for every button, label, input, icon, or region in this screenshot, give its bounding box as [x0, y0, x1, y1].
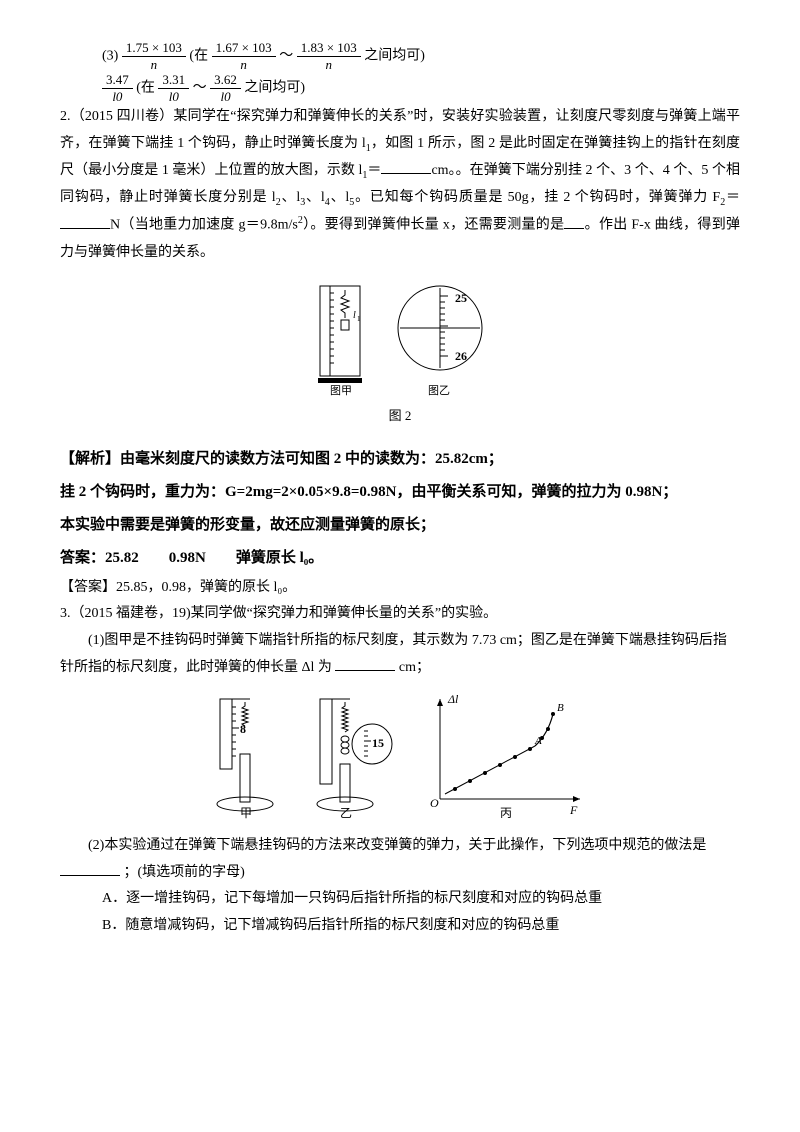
q3-optB: B．随意增减钩码，记下增减钩码后指针所指的标尺刻度和对应的钩码总重	[102, 913, 740, 940]
q2-analysis2: 挂 2 个钩码时，重力为：G=2mg=2×0.05×9.8=0.98N，由平衡关…	[60, 476, 740, 509]
q3-diagrams: 8 甲 15 乙 O F Δl	[60, 689, 740, 819]
q2-analysis3: 本实验中需要是弹簧的形变量，故还应测量弹簧的原长；	[60, 509, 740, 542]
svg-text:15: 15	[372, 736, 384, 750]
svg-text:8: 8	[240, 722, 246, 736]
q2-answer2: 【答案】25.85，0.98，弹簧的原长 l₀。	[60, 575, 740, 602]
q1-line1: (3) 1.75 × 103n (在 1.67 × 103n ～ 1.83 × …	[102, 40, 740, 72]
q3-svg-mid: 15 乙	[310, 689, 400, 819]
q2-caption: 图 2	[60, 404, 740, 429]
q3-svg-right: O F Δl A B 丙	[420, 689, 590, 819]
q2-diagram: l1 图甲 25 26 图乙	[60, 278, 740, 398]
frac5: 3.31l0	[158, 72, 189, 104]
q3-p2: (2)本实验通过在弹簧下端悬挂钩码的方法来改变弹簧的弹力，关于此操作，下列选项中…	[60, 833, 740, 886]
svg-text:F: F	[569, 803, 578, 817]
q1-prefix: (3)	[102, 48, 118, 63]
q2-analysis1: 【解析】由毫米刻度尺的读数方法可知图 2 中的读数为：25.82cm；	[60, 443, 740, 476]
q2-answer: 答案：25.82 0.98N 弹簧原长 l₀。	[60, 542, 740, 575]
q3-head: 3.（2015 福建卷，19)某同学做“探究弹力和弹簧伸长量的关系”的实验。	[60, 601, 740, 628]
svg-text:Δl: Δl	[447, 692, 459, 706]
q2-svg: l1 图甲 25 26 图乙	[300, 278, 500, 398]
svg-text:丙: 丙	[500, 806, 512, 819]
svg-text:乙: 乙	[340, 806, 352, 819]
frac1: 1.75 × 103n	[122, 40, 186, 72]
svg-text:图乙: 图乙	[428, 384, 450, 397]
q2-text: 2.（2015 四川卷）某同学在“探究弹力和弹簧伸长的关系”时，安装好实验装置，…	[60, 104, 740, 266]
q3-svg-left: 8 甲	[210, 689, 290, 819]
svg-text:B: B	[557, 702, 564, 714]
frac2: 1.67 × 103n	[212, 40, 276, 72]
frac4: 3.47l0	[102, 72, 133, 104]
frac6: 3.62l0	[210, 72, 241, 104]
svg-text:1: 1	[357, 315, 361, 323]
q1-line2: 3.47l0 (在 3.31l0 ～ 3.62l0 之间均可)	[102, 72, 740, 104]
svg-text:甲: 甲	[240, 806, 252, 819]
q3-optA: A．逐一增挂钩码，记下每增加一只钩码后指针所指的标尺刻度和对应的钩码总重	[102, 886, 740, 913]
svg-text:O: O	[430, 796, 439, 810]
q3-p1: (1)图甲是不挂钩码时弹簧下端指针所指的标尺刻度，其示数为 7.73 cm；图乙…	[60, 628, 740, 681]
svg-text:25: 25	[455, 291, 467, 305]
svg-text:图甲: 图甲	[330, 384, 352, 397]
frac3: 1.83 × 103n	[297, 40, 361, 72]
svg-text:26: 26	[455, 349, 467, 363]
svg-text:l: l	[353, 310, 356, 321]
